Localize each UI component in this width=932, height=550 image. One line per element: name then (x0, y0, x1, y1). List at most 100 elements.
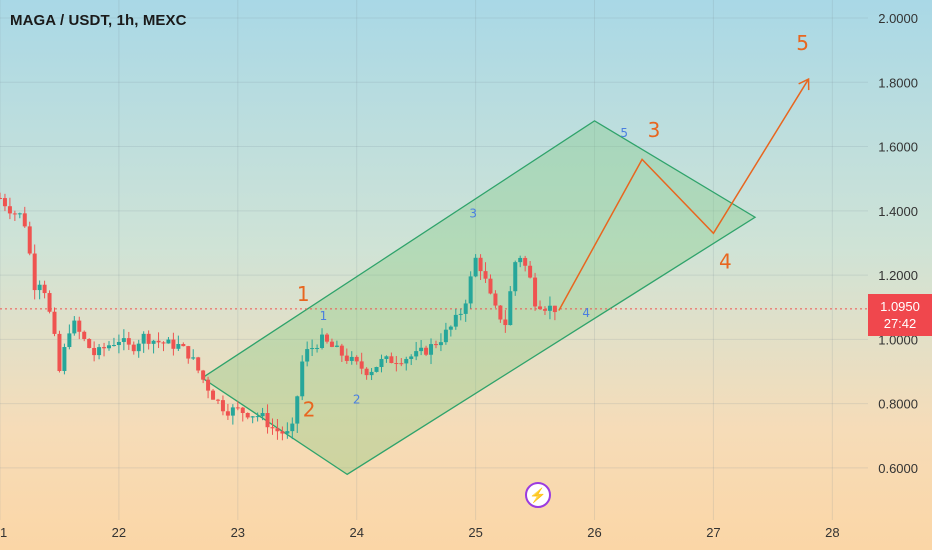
x-tick-label: 23 (231, 525, 245, 540)
candle-body (453, 314, 458, 327)
candle-body (156, 340, 161, 343)
candle-body (488, 278, 493, 294)
candle-body (255, 416, 260, 418)
candle-body (191, 357, 196, 359)
candle-body (146, 333, 151, 344)
candle-body (27, 226, 32, 254)
candle-body (320, 334, 325, 348)
projection-path (558, 78, 810, 311)
candle-body (399, 363, 404, 365)
candle-body (498, 305, 503, 320)
current-price-badge: 1.0950 27:42 (868, 294, 932, 336)
candle-body (374, 366, 379, 372)
y-tick-label: 2.0000 (878, 11, 918, 26)
x-tick-label: 22 (112, 525, 126, 540)
candle-body (82, 331, 87, 339)
candle-body (379, 358, 384, 367)
candle-body (448, 326, 453, 330)
candle-body (523, 257, 528, 266)
candle-body (0, 197, 2, 199)
candle-body (547, 305, 552, 311)
candle-body (211, 390, 216, 400)
candle-body (513, 262, 518, 292)
x-tick-label: 25 (468, 525, 482, 540)
x-tick-label: 26 (587, 525, 601, 540)
x-tick-label: 21 (0, 525, 7, 540)
candle-body (409, 356, 414, 359)
candle-body (443, 329, 448, 343)
candle-body (270, 427, 275, 429)
elliott-channel (200, 120, 757, 476)
candle-body (334, 345, 339, 347)
candle-body (384, 356, 389, 359)
candle-body (429, 344, 434, 355)
candle-body (458, 313, 463, 315)
wave-label: 1 (297, 282, 310, 306)
candle-body (339, 345, 344, 356)
x-tick-label: 28 (825, 525, 839, 540)
candle-body (349, 356, 354, 361)
candle-body (359, 361, 364, 369)
y-tick-label: 0.8000 (878, 397, 918, 412)
y-tick-label: 1.4000 (878, 204, 918, 219)
candle-body (265, 413, 270, 428)
candle-body (280, 431, 285, 434)
wave-label: 2 (303, 398, 316, 422)
candle-body (414, 351, 419, 357)
candle-body (126, 338, 131, 345)
wave-label: 4 (582, 306, 590, 320)
candle-body (37, 284, 42, 291)
candle-body (181, 344, 186, 347)
candle-body (468, 276, 473, 304)
candle-body (245, 413, 250, 418)
candle-body (552, 305, 557, 313)
y-tick-label: 1.8000 (878, 75, 918, 90)
wave-label: 5 (620, 126, 628, 140)
candle-body (419, 347, 424, 352)
candle-body (424, 347, 429, 355)
candle-body (324, 334, 329, 342)
candle-body (102, 347, 107, 349)
candle-body (315, 347, 320, 349)
wave-label: 2 (353, 393, 361, 407)
candle-body (92, 347, 97, 356)
candle-body (305, 349, 310, 362)
candle-body (171, 339, 176, 349)
candle-body (493, 293, 498, 306)
candle-body (364, 368, 369, 376)
candle-body (538, 306, 543, 310)
candle-body (463, 303, 468, 314)
candle-body (67, 333, 72, 348)
wave-label: 5 (796, 31, 809, 55)
candle-body (518, 257, 523, 263)
candle-body (542, 309, 547, 311)
candle-body (206, 379, 211, 391)
candle-body (201, 370, 206, 380)
candle-body (186, 346, 191, 359)
candle-body (72, 320, 77, 334)
wave-label: 3 (648, 118, 661, 142)
candle-body (141, 333, 146, 344)
chart-title: MAGA / USDT, 1h, MEXC (10, 12, 187, 29)
candle-body (389, 356, 394, 364)
current-price-label: 1.0950 (880, 299, 920, 314)
candle-body (42, 284, 47, 294)
candle-body (235, 407, 240, 409)
candle-body (310, 348, 315, 350)
candle-body (215, 399, 220, 401)
lightning-icon[interactable]: ⚡ (525, 482, 551, 508)
candle-body (32, 253, 37, 291)
candle-body (290, 423, 295, 432)
y-tick-label: 1.6000 (878, 140, 918, 155)
candle-body (275, 428, 280, 432)
candle-body (508, 291, 513, 326)
candle-body (2, 198, 7, 207)
candle-body (533, 277, 538, 307)
candle-body (433, 344, 438, 346)
candle-body (62, 347, 67, 371)
candle-body (483, 271, 488, 279)
candle-body (196, 357, 201, 371)
candle-body (7, 206, 12, 214)
y-tick-label: 1.2000 (878, 268, 918, 283)
